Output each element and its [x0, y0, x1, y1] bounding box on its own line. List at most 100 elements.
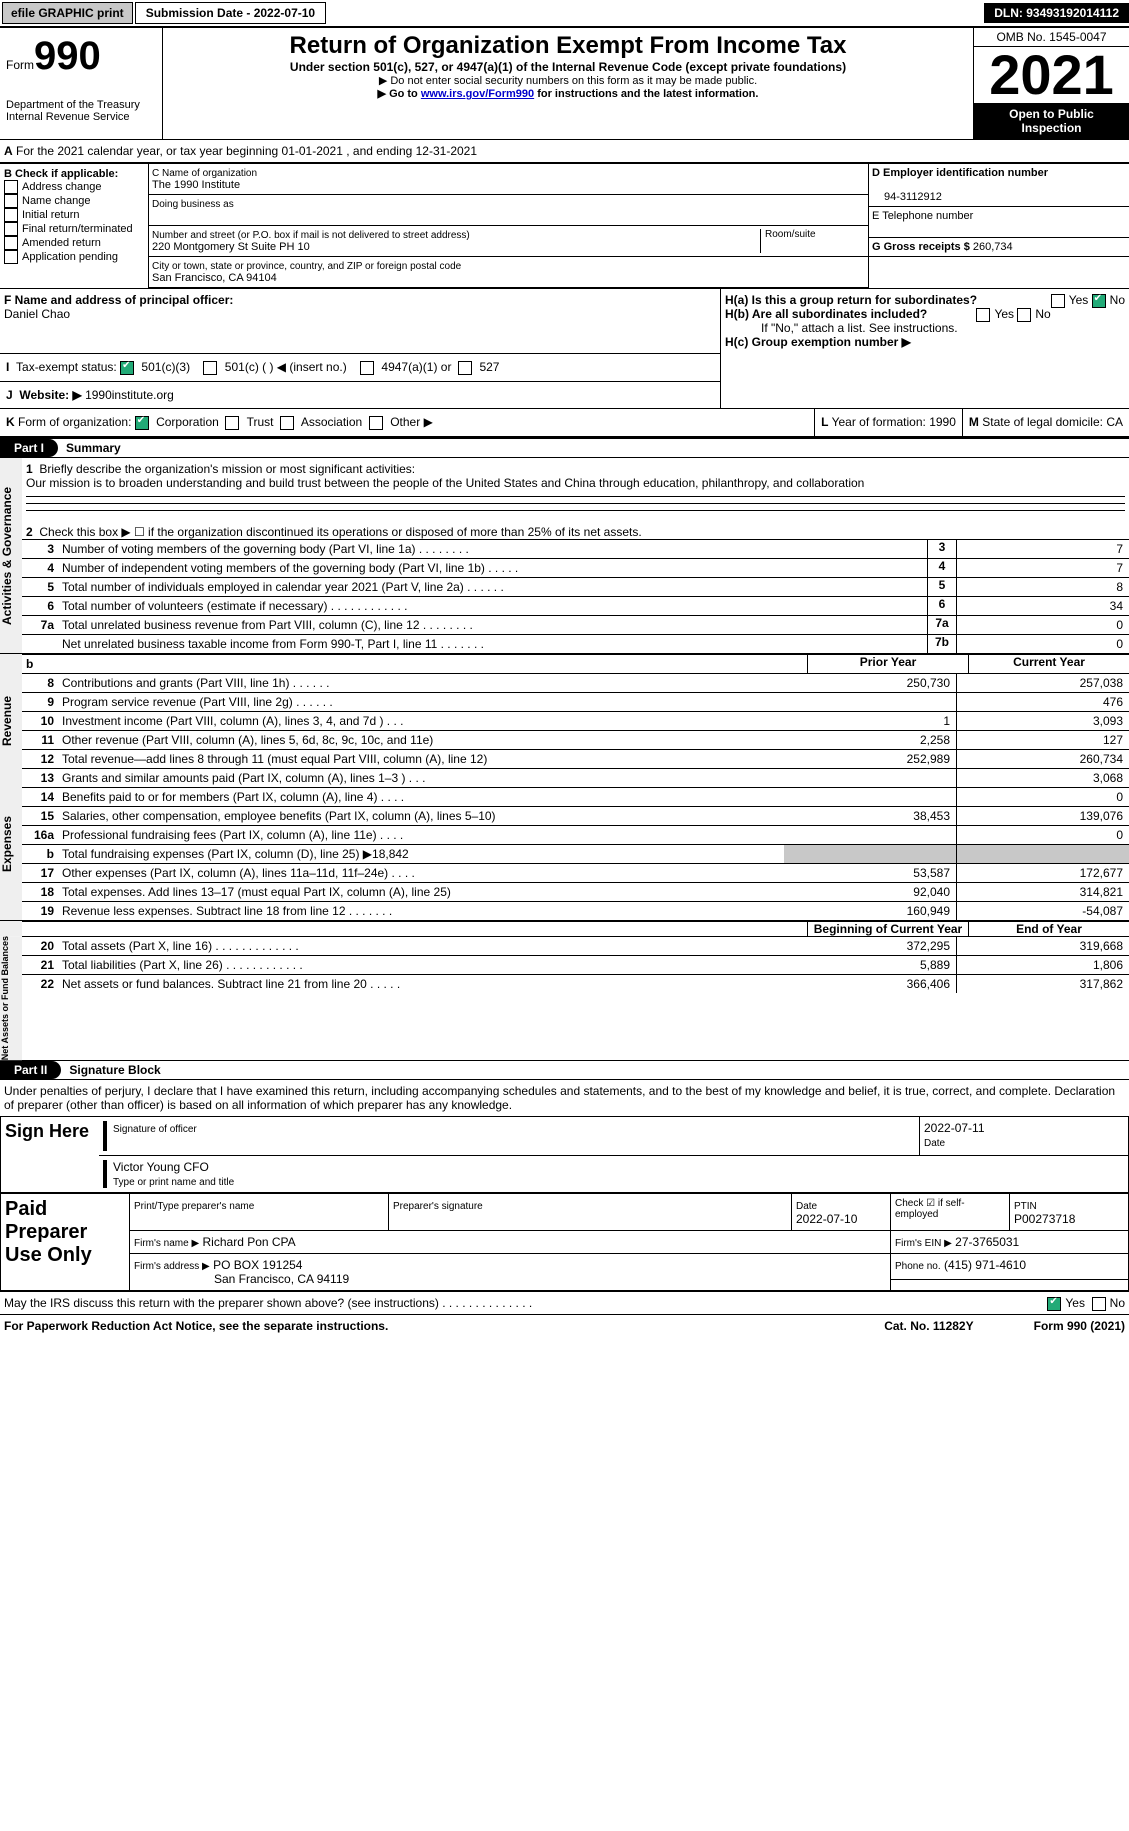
form-prefix: Form: [6, 58, 34, 72]
website: 1990institute.org: [85, 388, 174, 402]
data-row: 16aProfessional fundraising fees (Part I…: [22, 825, 1129, 844]
sig-officer-label: Signature of officer: [113, 1124, 197, 1135]
k-other[interactable]: [369, 416, 383, 430]
paid-preparer: Paid Preparer Use Only: [1, 1193, 130, 1290]
irs: Internal Revenue Service: [6, 111, 156, 123]
irs-link[interactable]: www.irs.gov/Form990: [421, 88, 534, 100]
g-label: G Gross receipts $: [872, 241, 970, 253]
form-ref: Form 990 (2021): [1034, 1319, 1125, 1333]
opt-name: Name change: [22, 195, 91, 207]
firm-name-label: Firm's name ▶: [134, 1238, 199, 1249]
data-row: 6Total number of volunteers (estimate if…: [22, 596, 1129, 615]
tax-year: 2021: [974, 47, 1129, 103]
ha-yes[interactable]: [1051, 294, 1065, 308]
col-prior: Prior Year: [807, 655, 968, 673]
efile-print-button[interactable]: efile GRAPHIC print: [2, 2, 133, 24]
date-label: Date: [924, 1138, 945, 1149]
k-corp[interactable]: [135, 416, 149, 430]
org-name: The 1990 Institute: [152, 179, 240, 191]
sign-here: Sign Here: [1, 1116, 100, 1192]
l1-label: Briefly describe the organization's miss…: [39, 462, 415, 476]
check-pending[interactable]: [4, 250, 18, 264]
opt-address: Address change: [22, 181, 102, 193]
kopt1: Trust: [247, 415, 274, 429]
sidebar-rev: Revenue: [0, 673, 22, 768]
line-i: I Tax-exempt status: 501(c)(3) 501(c) ( …: [0, 353, 720, 381]
kopt3: Other ▶: [390, 415, 433, 429]
data-row: Net unrelated business taxable income fr…: [22, 634, 1129, 653]
dln: DLN: 93493192014112: [984, 3, 1129, 23]
typed-label: Type or print name and title: [113, 1177, 234, 1188]
pra: For Paperwork Reduction Act Notice, see …: [4, 1319, 388, 1333]
sidebar-net: Net Assets or Fund Balances: [0, 936, 22, 1060]
hc: H(c) Group exemption number ▶: [725, 335, 911, 349]
footer: For Paperwork Reduction Act Notice, see …: [0, 1314, 1129, 1337]
check-address[interactable]: [4, 180, 18, 194]
data-row: 20Total assets (Part X, line 16) . . . .…: [22, 936, 1129, 955]
data-row: bTotal fundraising expenses (Part IX, co…: [22, 844, 1129, 863]
signature-block: Sign Here Signature of officer 2022-07-1…: [0, 1116, 1129, 1193]
data-row: 10Investment income (Part VIII, column (…: [22, 711, 1129, 730]
kopt0: Corporation: [156, 415, 219, 429]
527: 527: [479, 360, 499, 374]
data-row: 18Total expenses. Add lines 13–17 (must …: [22, 882, 1129, 901]
prep-name-label: Print/Type preparer's name: [134, 1201, 254, 1212]
m-val: CA: [1106, 415, 1123, 429]
street: 220 Montgomery St Suite PH 10: [152, 241, 310, 253]
check-name[interactable]: [4, 194, 18, 208]
line-a: A For the 2021 calendar year, or tax yea…: [0, 140, 1129, 163]
ptin: P00273718: [1014, 1212, 1075, 1226]
city-label: City or town, state or province, country…: [152, 261, 461, 272]
opt-initial: Initial return: [22, 209, 79, 221]
firm-addr-label: Firm's address ▶: [134, 1261, 210, 1272]
hb-no[interactable]: [1017, 308, 1031, 322]
501c3: 501(c)(3): [141, 360, 190, 374]
check-4947[interactable]: [360, 361, 374, 375]
phone: (415) 971-4610: [944, 1258, 1026, 1272]
data-row: 4Number of independent voting members of…: [22, 558, 1129, 577]
sub3b: for instructions and the latest informat…: [534, 88, 758, 100]
data-row: 13Grants and similar amounts paid (Part …: [22, 768, 1129, 787]
form-title: Return of Organization Exempt From Incom…: [167, 32, 969, 60]
kopt2: Association: [301, 415, 362, 429]
discuss-no[interactable]: [1092, 1297, 1106, 1311]
sidebar-exp: Expenses: [0, 768, 22, 920]
b-label: B Check if applicable:: [4, 168, 118, 180]
l-label: Year of formation:: [832, 415, 926, 429]
opt-final: Final return/terminated: [22, 223, 133, 235]
check-final[interactable]: [4, 222, 18, 236]
city: San Francisco, CA 94104: [152, 272, 277, 284]
col-begin: Beginning of Current Year: [807, 922, 968, 936]
i-label: Tax-exempt status:: [16, 360, 117, 374]
4947: 4947(a)(1) or: [381, 360, 451, 374]
check-501c3[interactable]: [120, 361, 134, 375]
dba-label: Doing business as: [152, 199, 234, 210]
check-501c[interactable]: [203, 361, 217, 375]
col-end: End of Year: [968, 922, 1129, 936]
firm-addr1: PO BOX 191254: [213, 1258, 302, 1272]
part2-title: Signature Block: [69, 1063, 160, 1077]
hb-yes[interactable]: [976, 308, 990, 322]
yes: Yes: [1065, 1296, 1085, 1310]
inspection: Open to Public Inspection: [974, 103, 1129, 139]
firm-ein-label: Firm's EIN ▶: [895, 1238, 952, 1249]
k-trust[interactable]: [225, 416, 239, 430]
k-assoc[interactable]: [280, 416, 294, 430]
discuss-yes[interactable]: [1047, 1297, 1061, 1311]
sidebar-ag: Activities & Governance: [0, 458, 22, 653]
data-row: 15Salaries, other compensation, employee…: [22, 806, 1129, 825]
check-527[interactable]: [458, 361, 472, 375]
discuss-text: May the IRS discuss this return with the…: [4, 1296, 532, 1310]
data-row: 22Net assets or fund balances. Subtract …: [22, 974, 1129, 993]
sub2: ▶ Do not enter social security numbers o…: [167, 74, 969, 87]
data-row: 12Total revenue—add lines 8 through 11 (…: [22, 749, 1129, 768]
check-amended[interactable]: [4, 236, 18, 250]
data-row: 5Total number of individuals employed in…: [22, 577, 1129, 596]
ptin-label: PTIN: [1014, 1201, 1037, 1212]
data-row: 19Revenue less expenses. Subtract line 1…: [22, 901, 1129, 920]
data-row: 11Other revenue (Part VIII, column (A), …: [22, 730, 1129, 749]
hb: H(b) Are all subordinates included?: [725, 307, 927, 321]
ha-no[interactable]: [1092, 294, 1106, 308]
j-label: Website: ▶: [19, 388, 81, 402]
check-initial[interactable]: [4, 208, 18, 222]
